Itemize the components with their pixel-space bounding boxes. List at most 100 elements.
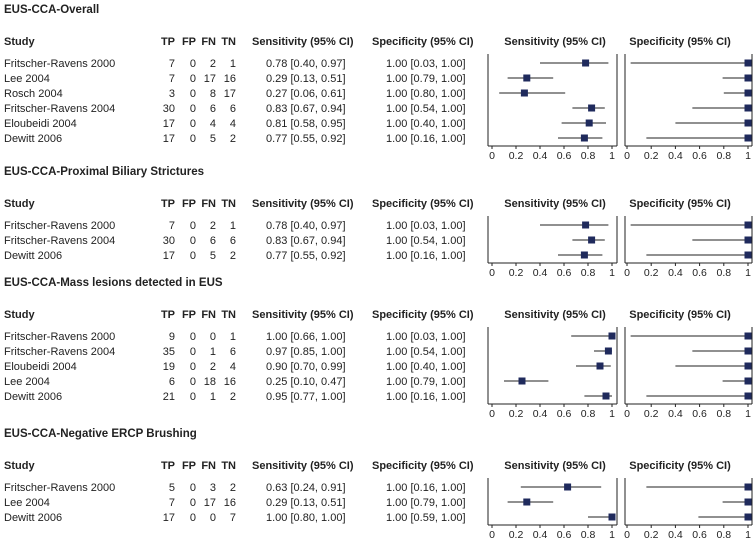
axis-tick-label: 1 (745, 150, 751, 162)
specificity-ci-text: 1.00 [0.03, 1.00] (386, 220, 466, 232)
specificity-ci-text: 1.00 [0.79, 1.00] (386, 376, 466, 388)
column-header-tn: TN (221, 36, 236, 48)
column-header-fp: FP (182, 198, 196, 210)
specificity-ci-text: 1.00 [0.54, 1.00] (386, 103, 466, 115)
table-row: Eloubeidi 2004 17 0 4 4 0.81 [0.58, 0.95] 1.00… (4, 118, 752, 130)
study-name: Fritscher-Ravens 2004 (4, 235, 115, 247)
sensitivity-point-marker (608, 332, 616, 340)
axis-tick-label: 0.4 (668, 408, 683, 420)
tp-value: 7 (169, 497, 175, 509)
column-header-tp: TP (161, 198, 175, 210)
table-row: Dewitt 2006 17 0 0 7 1.00 [0.80, 1.00] 1.00 [0… (4, 512, 752, 524)
study-name: Fritscher-Ravens 2000 (4, 482, 115, 494)
sensitivity-ci-text: 0.83 [0.67, 0.94] (266, 235, 346, 247)
axis-tick-label: 0.4 (668, 150, 683, 162)
fp-value: 0 (190, 361, 196, 373)
table-row: Fritscher-Ravens 2000 7 0 2 1 0.78 [0.40, 0.9… (4, 220, 752, 232)
axis-tick-label: 0.8 (581, 529, 596, 541)
specificity-point-marker (744, 74, 752, 82)
axis-tick-label: 0.2 (644, 150, 659, 162)
sensitivity-point-marker (596, 362, 604, 370)
tp-value: 9 (169, 331, 175, 343)
fp-value: 0 (190, 482, 196, 494)
sensitivity-point-marker (580, 251, 588, 259)
column-header-sensitivity: Sensitivity (95% CI) (252, 36, 354, 48)
tn-value: 2 (230, 391, 236, 403)
specificity-ci-text: 1.00 [0.16, 1.00] (386, 133, 466, 145)
axis-tick-label: 0.6 (692, 150, 707, 162)
fn-value: 5 (210, 250, 216, 262)
tp-value: 30 (163, 235, 175, 247)
fn-value: 4 (210, 118, 216, 130)
tn-value: 4 (230, 361, 236, 373)
tp-value: 7 (169, 58, 175, 70)
sensitivity-point-marker (582, 59, 590, 67)
fp-value: 0 (190, 118, 196, 130)
sensitivity-ci-text: 0.77 [0.55, 0.92] (266, 250, 346, 262)
column-header-specificity: Specificity (95% CI) (372, 460, 474, 472)
specificity-ci-text: 1.00 [0.80, 1.00] (386, 88, 466, 100)
tp-value: 19 (163, 361, 175, 373)
fn-value: 2 (210, 220, 216, 232)
axis-tick-label: 0 (489, 150, 495, 162)
specificity-point-marker (744, 377, 752, 385)
specificity-ci-text: 1.00 [0.16, 1.00] (386, 391, 466, 403)
tp-value: 6 (169, 376, 175, 388)
sensitivity-ci-text: 1.00 [0.80, 1.00] (266, 512, 346, 524)
specificity-ci-text: 1.00 [0.54, 1.00] (386, 346, 466, 358)
column-header-fp: FP (182, 460, 196, 472)
tn-value: 6 (230, 103, 236, 115)
study-name: Fritscher-Ravens 2004 (4, 103, 115, 115)
column-header-study: Study (4, 309, 35, 321)
specificity-point-marker (744, 59, 752, 67)
sensitivity-ci-text: 0.63 [0.24, 0.91] (266, 482, 346, 494)
fp-value: 0 (190, 331, 196, 343)
sensitivity-point-marker (604, 347, 612, 355)
sensitivity-ci-text: 0.27 [0.06, 0.61] (266, 88, 346, 100)
sensitivity-axis: 0 0.2 0.4 0.6 0.8 1 (487, 327, 618, 420)
study-name: Dewitt 2006 (4, 391, 62, 403)
tn-value: 16 (224, 73, 236, 85)
tn-value: 6 (230, 346, 236, 358)
tp-value: 17 (163, 250, 175, 262)
axis-tick-label: 0.2 (644, 267, 659, 279)
tn-value: 7 (230, 512, 236, 524)
column-header-study: Study (4, 460, 35, 472)
study-name: Lee 2004 (4, 73, 50, 85)
axis-tick-label: 0 (624, 267, 630, 279)
column-header-sensitivity: Sensitivity (95% CI) (252, 198, 354, 210)
axis-tick-label: 0 (489, 529, 495, 541)
tn-value: 4 (230, 118, 236, 130)
specificity-ci-text: 1.00 [0.16, 1.00] (386, 482, 466, 494)
tn-value: 16 (224, 497, 236, 509)
plot-header-sensitivity: Sensitivity (95% CI) (504, 198, 606, 210)
axis-tick-label: 0 (624, 408, 630, 420)
plot-header-sensitivity: Sensitivity (95% CI) (504, 36, 606, 48)
tp-value: 35 (163, 346, 175, 358)
specificity-point-marker (744, 251, 752, 259)
axis-tick-label: 0.8 (581, 408, 596, 420)
fp-value: 0 (190, 88, 196, 100)
fn-value: 3 (210, 482, 216, 494)
specificity-point-marker (744, 221, 752, 229)
fn-value: 6 (210, 103, 216, 115)
fn-value: 0 (210, 512, 216, 524)
fn-value: 0 (210, 331, 216, 343)
specificity-point-marker (744, 498, 752, 506)
tn-value: 1 (230, 331, 236, 343)
specificity-axis: 0 0.2 0.4 0.6 0.8 1 (624, 478, 753, 541)
table-row: Eloubeidi 2004 19 0 2 4 0.90 [0.70, 0.99] 1.00… (4, 361, 752, 373)
fn-value: 6 (210, 235, 216, 247)
plot-header-sensitivity: Sensitivity (95% CI) (504, 309, 606, 321)
fp-value: 0 (190, 235, 196, 247)
table-row: Fritscher-Ravens 2004 30 0 6 6 0.83 [0.67, 0.… (4, 103, 752, 115)
column-header-tn: TN (221, 198, 236, 210)
sensitivity-axis: 0 0.2 0.4 0.6 0.8 1 (487, 216, 618, 279)
fn-value: 1 (210, 391, 216, 403)
axis-tick-label: 0.8 (581, 267, 596, 279)
axis-tick-label: 0.2 (509, 267, 524, 279)
axis-tick-label: 0 (489, 408, 495, 420)
sensitivity-ci-text: 0.25 [0.10, 0.47] (266, 376, 346, 388)
column-header-tp: TP (161, 36, 175, 48)
axis-tick-label: 0.4 (533, 150, 548, 162)
